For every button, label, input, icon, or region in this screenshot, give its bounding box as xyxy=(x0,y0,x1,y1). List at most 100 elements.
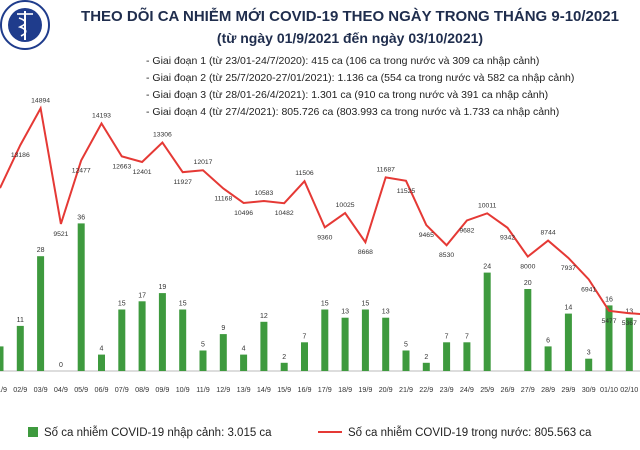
bar-value-label: 17 xyxy=(138,292,146,299)
legend-line-label: Số ca nhiễm COVID-19 trong nước: 805.563… xyxy=(348,427,592,439)
bar-mark xyxy=(544,346,552,371)
bar-mark xyxy=(37,256,45,371)
x-tick-label: 01/9 xyxy=(0,385,7,394)
chart-subtitle: (từ ngày 01/9/2021 đến ngày 03/10/2021) xyxy=(216,30,484,46)
x-tick-label: 02/10 xyxy=(620,385,638,394)
bar-mark xyxy=(585,358,593,371)
bar-value-label: 16 xyxy=(605,296,613,303)
line-value-label: 11168 xyxy=(214,195,232,202)
line-value-label: 10011 xyxy=(478,202,497,209)
x-tick-label: 01/10 xyxy=(600,385,618,394)
x-tick-label: 16/9 xyxy=(298,385,312,394)
line-value-label: 8000 xyxy=(520,264,535,271)
bar-value-label: 6 xyxy=(546,337,550,344)
bar-value-label: 9 xyxy=(221,325,225,332)
line-value-label: 9360 xyxy=(317,234,332,241)
bar-value-label: 15 xyxy=(179,301,187,308)
bar-value-label: 14 xyxy=(565,305,573,312)
bar-mark xyxy=(219,334,227,371)
bar-value-label: 4 xyxy=(100,346,104,353)
phase-item: - Giai đoạn 2 (từ 25/7/2020-27/01/2021):… xyxy=(146,72,575,84)
line-value-label: 12017 xyxy=(194,159,213,166)
x-tick-label: 09/9 xyxy=(155,385,169,394)
bar-value-label: 2 xyxy=(424,354,428,361)
bar-mark xyxy=(361,309,369,371)
bar-mark xyxy=(564,313,572,371)
line-series xyxy=(0,105,640,315)
x-tick-label: 27/9 xyxy=(521,385,535,394)
bar-value-label: 24 xyxy=(483,264,491,271)
legend-bar: Số ca nhiễm COVID-19 nhập cảnh: 3.015 ca xyxy=(28,427,272,439)
bar-mark xyxy=(382,317,390,371)
bar-swatch-icon xyxy=(28,427,38,437)
bar-mark xyxy=(0,346,4,371)
x-tick-label: 17/9 xyxy=(318,385,332,394)
line-value-label: 12401 xyxy=(133,169,152,176)
bar-mark xyxy=(341,317,349,371)
x-tick-label: 10/9 xyxy=(176,385,190,394)
line-value-label: 13186 xyxy=(11,152,30,159)
bar-mark xyxy=(118,309,126,371)
bar-mark xyxy=(77,223,85,371)
bar-value-label: 12 xyxy=(260,313,268,320)
bar-value-label: 15 xyxy=(118,301,126,308)
x-tick-label: 25/9 xyxy=(480,385,494,394)
phase-item: - Giai đoạn 3 (từ 28/01-26/4/2021): 1.30… xyxy=(146,89,549,101)
x-tick-label: 20/9 xyxy=(379,385,393,394)
bar-mark xyxy=(179,309,187,371)
x-tick-label: 23/9 xyxy=(440,385,454,394)
line-value-label: 14894 xyxy=(31,97,50,104)
bar-value-label: 3 xyxy=(587,350,591,357)
bar-value-label: 19 xyxy=(159,284,167,291)
bar-value-label: 7 xyxy=(465,333,469,340)
phase-summary: - Giai đoạn 1 (từ 23/01-24/7/2020): 415 … xyxy=(146,53,574,121)
x-tick-label: 12/9 xyxy=(216,385,230,394)
bar-value-label: 28 xyxy=(37,247,45,254)
line-value-label: 11927 xyxy=(173,179,192,186)
line-value-label: 5367 xyxy=(622,320,637,327)
x-tick-label: 28/9 xyxy=(541,385,555,394)
bar-value-label: 5 xyxy=(404,342,408,349)
bar-value-label: 5 xyxy=(201,342,205,349)
line-value-label: 10583 xyxy=(254,190,273,197)
x-tick-label: 07/9 xyxy=(115,385,129,394)
bar-mark xyxy=(199,350,207,371)
x-tick-label: 18/9 xyxy=(338,385,352,394)
bar-value-label: 7 xyxy=(445,333,449,340)
x-tick-label: 22/9 xyxy=(419,385,433,394)
line-value-label: 13306 xyxy=(153,132,172,139)
bar-value-label: 11 xyxy=(17,317,24,324)
x-tick-label: 29/9 xyxy=(561,385,575,394)
x-tick-label: 24/9 xyxy=(460,385,474,394)
bar-value-label: 15 xyxy=(362,301,370,308)
bar-mark xyxy=(321,309,329,371)
bar-mark xyxy=(443,342,451,371)
x-tick-label: 15/9 xyxy=(277,385,291,394)
line-value-label: 12477 xyxy=(72,167,91,174)
line-value-label: 10482 xyxy=(275,210,294,217)
bar-value-label: 20 xyxy=(524,280,532,287)
chart-title: THEO DÕI CA NHIỄM MỚI COVID-19 THEO NGÀY… xyxy=(81,8,619,25)
bar-mark xyxy=(605,305,613,371)
bar-value-label: 0 xyxy=(59,362,63,369)
line-value-label: 11506 xyxy=(295,170,314,177)
x-tick-label: 06/9 xyxy=(95,385,109,394)
x-tick-label: 26/9 xyxy=(501,385,515,394)
bar-value-label: 7 xyxy=(303,333,307,340)
line-value-label: 12663 xyxy=(112,163,131,170)
bar-mark xyxy=(280,362,288,371)
phase-item: - Giai đoạn 1 (từ 23/01-24/7/2020): 415 … xyxy=(146,55,540,67)
x-tick-label: 03/9 xyxy=(34,385,48,394)
bar-value-label: 13 xyxy=(625,309,633,316)
line-value-label: 10025 xyxy=(336,202,355,209)
bar-value-label: 15 xyxy=(321,301,329,308)
x-tick-label: 05/9 xyxy=(74,385,88,394)
x-tick-label: 04/9 xyxy=(54,385,68,394)
x-tick-label: 08/9 xyxy=(135,385,149,394)
line-value-label: 6941 xyxy=(581,286,596,293)
line-value-label: 14193 xyxy=(92,112,111,119)
x-tick-label: 19/9 xyxy=(358,385,372,394)
line-value-label: 9465 xyxy=(419,232,434,239)
